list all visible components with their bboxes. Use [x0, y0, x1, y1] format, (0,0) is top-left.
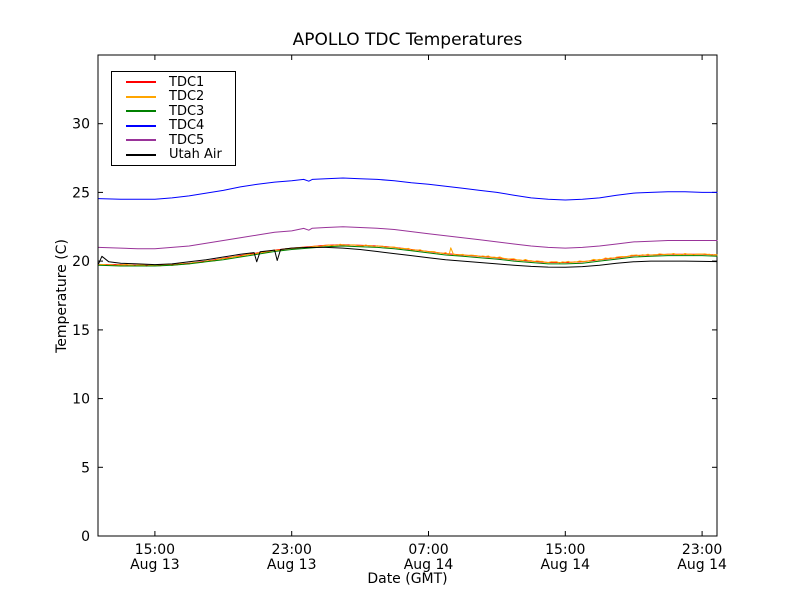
legend-line-swatch — [126, 153, 156, 156]
legend-line-swatch — [126, 95, 156, 98]
legend-label: TDC1 — [169, 74, 205, 90]
legend-item: TDC3 — [112, 105, 235, 118]
x-tick-label-time: 15:00 — [545, 542, 585, 558]
x-tick-label-time: 23:00 — [682, 542, 722, 558]
x-axis-label: Date (GMT) — [367, 571, 448, 587]
chart-title: APOLLO TDC Temperatures — [292, 30, 523, 50]
legend-line-swatch — [126, 81, 156, 84]
legend-item: TDC4 — [112, 119, 235, 132]
y-tick-label: 15 — [72, 323, 90, 339]
x-tick-label-date: Aug 14 — [677, 557, 727, 573]
legend-label: Utah Air — [169, 147, 222, 163]
x-tick-label-date: Aug 14 — [540, 557, 590, 573]
x-tick-label-date: Aug 13 — [130, 557, 180, 573]
legend-label: TDC4 — [169, 118, 205, 134]
plot-frame — [97, 54, 718, 537]
y-tick-label: 5 — [81, 460, 90, 476]
y-tick-label: 25 — [72, 185, 90, 201]
x-tick-label-time: 15:00 — [135, 542, 175, 558]
series-line-tdc5 — [98, 226, 718, 250]
x-tick-label-time: 07:00 — [408, 542, 448, 558]
series-line-tdc4 — [98, 177, 718, 201]
legend-item: TDC5 — [112, 134, 235, 147]
legend-line-swatch — [126, 110, 156, 113]
series-line-tdc3 — [98, 245, 718, 267]
y-tick-label: 10 — [72, 392, 90, 408]
x-tick-label-date: Aug 14 — [404, 557, 454, 573]
legend-line-swatch — [126, 139, 156, 142]
legend-item: TDC2 — [112, 90, 235, 103]
legend-line-swatch — [126, 124, 156, 127]
y-tick-label: 30 — [72, 117, 90, 133]
legend-label: TDC3 — [169, 103, 205, 119]
legend-label: TDC2 — [169, 89, 205, 105]
x-tick-label-time: 23:00 — [272, 542, 312, 558]
legend-label: TDC5 — [169, 132, 205, 148]
legend-item: TDC1 — [112, 76, 235, 89]
legend-item: Utah Air — [112, 148, 235, 161]
y-tick-label: 0 — [81, 529, 90, 545]
legend: TDC1 TDC2 TDC3 TDC4 TDC5 Utah Air — [111, 71, 236, 166]
y-tick-label: 20 — [72, 254, 90, 270]
x-tick-label-date: Aug 13 — [267, 557, 317, 573]
series-line-utah-air — [98, 246, 718, 268]
y-axis-label: Temperature (C) — [54, 239, 70, 353]
